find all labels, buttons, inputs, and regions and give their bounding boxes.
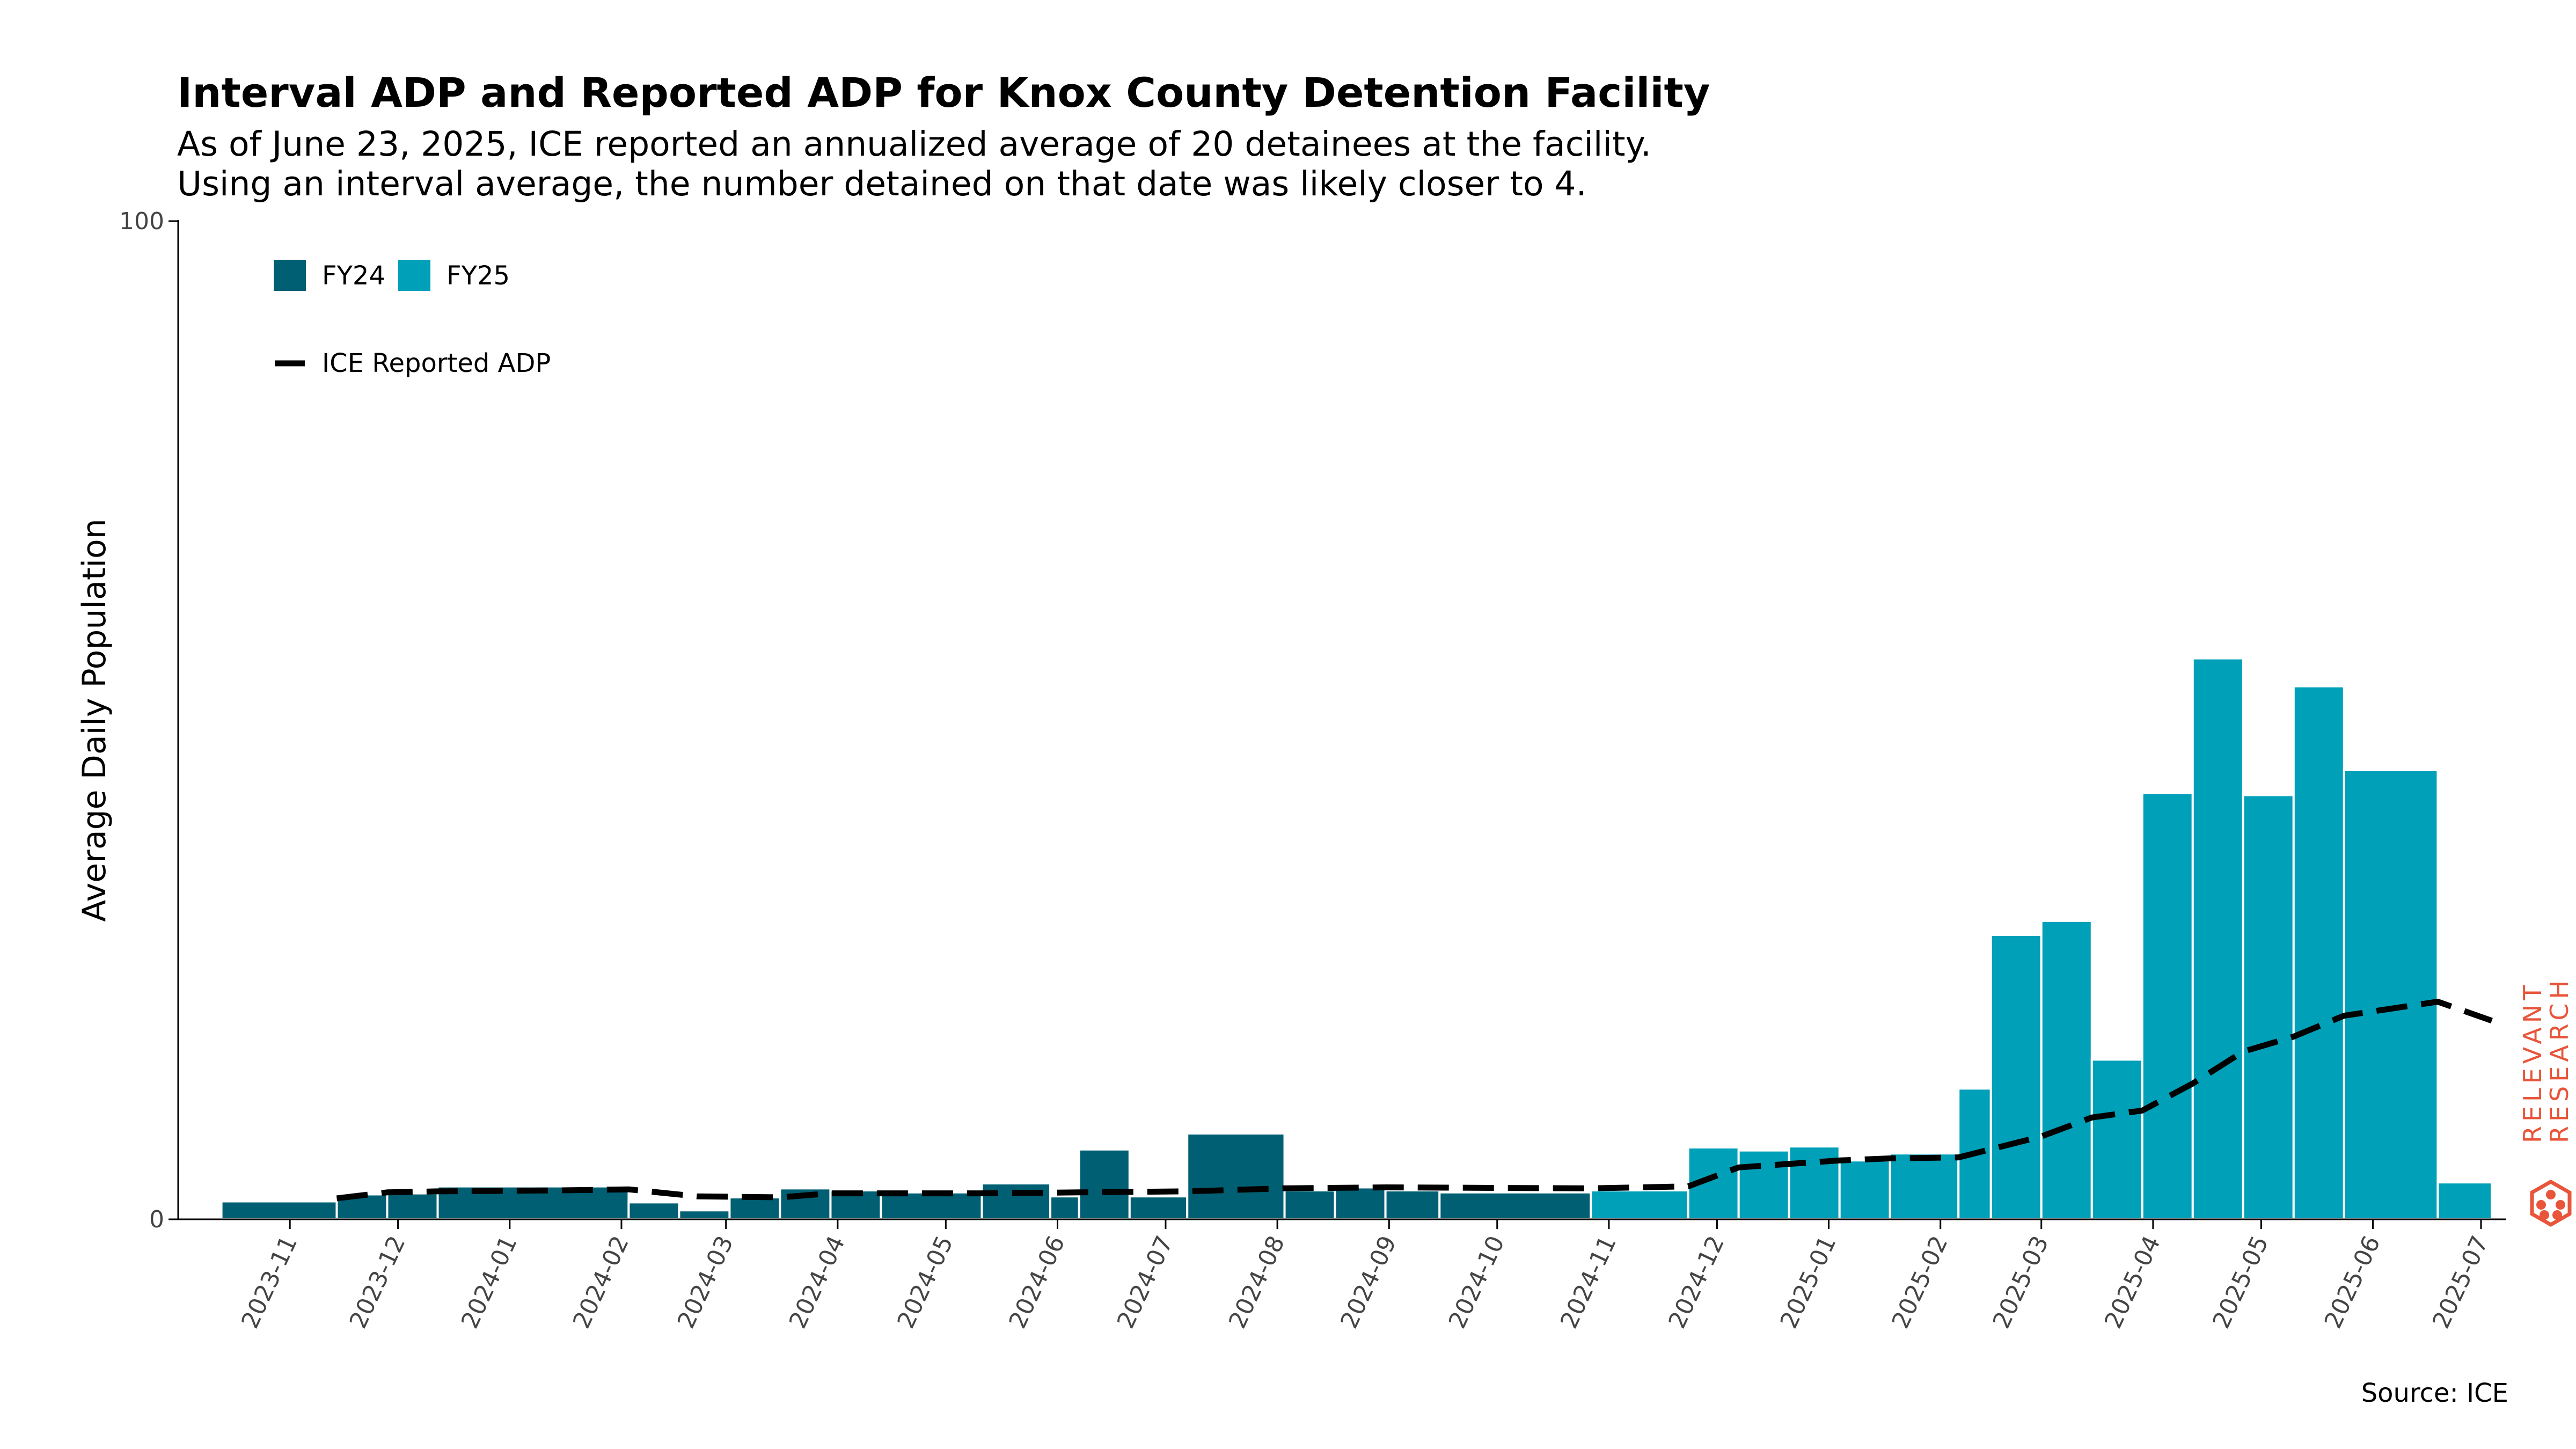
x-tick-label-2024-08: 2024-08 [1224, 1232, 1290, 1333]
x-tick-label-2024-11: 2024-11 [1555, 1232, 1622, 1333]
fy25-bar-3 [1788, 1145, 1841, 1220]
x-tick-label-2024-07: 2024-07 [1112, 1232, 1179, 1333]
fy25-bar-0 [1590, 1189, 1689, 1221]
x-tick-label-2025-01: 2025-01 [1775, 1232, 1842, 1333]
fy25-bar-14 [2343, 769, 2439, 1220]
chart-subtitle-line-1: As of June 23, 2025, ICE reported an ann… [177, 125, 1651, 164]
chart-title: Interval ADP and Reported ADP for Knox C… [177, 69, 1710, 116]
fy24-bar-17 [1384, 1189, 1441, 1221]
fy24-bar-18 [1438, 1191, 1592, 1221]
fy24-bar-9 [880, 1191, 983, 1221]
fy24-bar-4 [627, 1201, 680, 1220]
x-tick-label-2023-12: 2023-12 [345, 1232, 411, 1333]
fy24-bar-2 [386, 1192, 439, 1220]
x-tick-label-2024-09: 2024-09 [1335, 1232, 1402, 1333]
logo-text-research: RESEARCH [2545, 976, 2574, 1143]
x-tick-label-2025-02: 2025-02 [1887, 1232, 1953, 1333]
fy24-bar-11 [1049, 1195, 1080, 1220]
fy25-bar-7 [1989, 933, 2043, 1220]
x-tick-label-2025-04: 2025-04 [2099, 1232, 2166, 1333]
legend-swatch-fy25 [398, 260, 430, 291]
x-tick-label-2025-05: 2025-05 [2207, 1232, 2274, 1333]
legend-swatch-fy24 [274, 260, 306, 291]
fy24-bar-0 [220, 1200, 338, 1221]
x-tick-label-2023-11: 2023-11 [236, 1232, 303, 1333]
source-note: Source: ICE [2361, 1378, 2508, 1408]
fy24-bar-10 [980, 1182, 1052, 1221]
fy24-bar-13 [1128, 1195, 1189, 1220]
fy24-bar-5 [678, 1209, 731, 1221]
legend-label-fy25: FY25 [447, 261, 510, 291]
fy25-bar-11 [2191, 657, 2244, 1220]
y-axis-label: Average Daily Population [76, 518, 113, 922]
x-tick-label-2025-06: 2025-06 [2319, 1232, 2386, 1333]
x-tick-label-2024-10: 2024-10 [1444, 1232, 1510, 1333]
fy25-bar-2 [1737, 1149, 1790, 1220]
fy25-bar-12 [2242, 794, 2295, 1220]
y-tick-label-100: 100 [119, 208, 164, 235]
y-tick-label-0: 0 [149, 1206, 164, 1233]
x-tick-label-2024-05: 2024-05 [892, 1232, 958, 1333]
x-tick-group: 2023-11 2023-12 2024-01 2024-02 2024-03 2024-… [236, 1219, 2494, 1333]
fy25-bar-4 [1838, 1159, 1891, 1221]
legend-label-fy24: FY24 [322, 261, 385, 291]
fy24-bar-16 [1334, 1186, 1387, 1220]
x-tick-label-2024-12: 2024-12 [1663, 1232, 1730, 1333]
x-tick-label-2024-01: 2024-01 [456, 1232, 523, 1333]
x-tick-label-2024-03: 2024-03 [672, 1232, 739, 1333]
x-tick-label-2025-07: 2025-07 [2427, 1232, 2494, 1333]
fy25-bar-5 [1889, 1152, 1960, 1220]
logo-text-relevant: RELEVANT [2518, 981, 2547, 1143]
fy25-bar-13 [2292, 685, 2345, 1220]
fy24-bar-6 [728, 1196, 781, 1221]
legend: FY24 FY25 ICE Reported ADP [274, 260, 551, 378]
x-tick-label-2025-03: 2025-03 [1988, 1232, 2054, 1333]
fy24-bar-14 [1186, 1132, 1286, 1221]
fy25-bar-10 [2141, 792, 2194, 1220]
fy25-bar-15 [2436, 1181, 2493, 1220]
x-tick-label-2024-04: 2024-04 [784, 1232, 851, 1333]
legend-label-ice-reported-adp: ICE Reported ADP [322, 348, 551, 378]
ice-reported-adp-line [336, 999, 2493, 1202]
chart-subtitle-line-2: Using an interval average, the number de… [177, 164, 1587, 203]
fy25-bar-9 [2090, 1058, 2143, 1221]
x-tick-label-2024-02: 2024-02 [568, 1232, 634, 1333]
x-tick-label-2024-06: 2024-06 [1004, 1232, 1071, 1333]
fy25-bars [1590, 657, 2493, 1221]
fy24-bar-15 [1283, 1189, 1336, 1221]
fy25-bar-8 [2040, 919, 2093, 1220]
fy24-bars [220, 1132, 1592, 1221]
fy24-bar-12 [1078, 1148, 1131, 1221]
logo-hexagon-icon [2530, 1179, 2572, 1227]
relevant-research-logo: RELEVANT RESEARCH [2518, 976, 2574, 1227]
